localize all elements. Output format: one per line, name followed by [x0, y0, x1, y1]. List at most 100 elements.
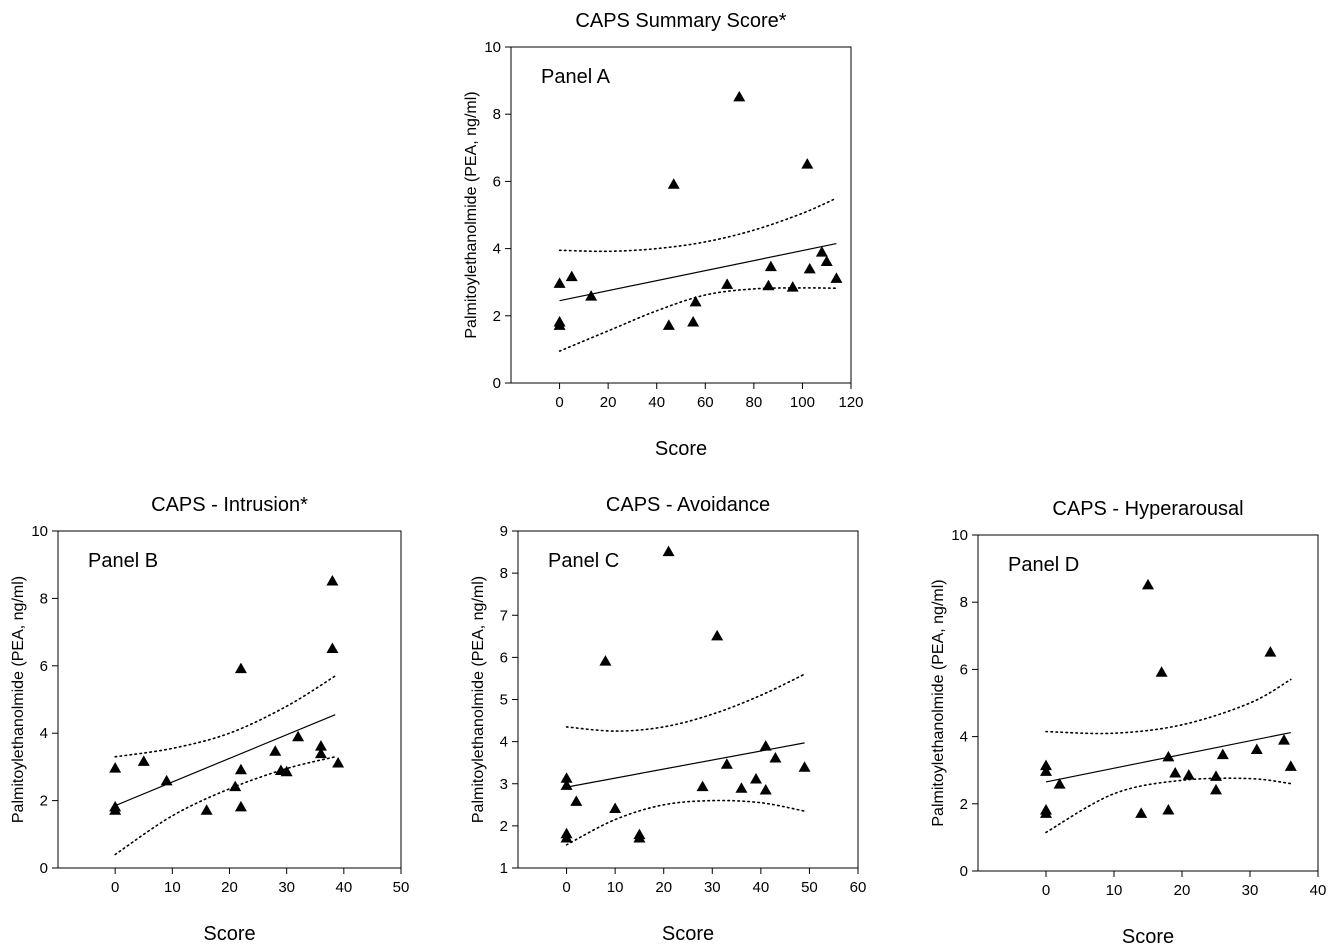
- data-point-triangle: [721, 278, 734, 289]
- x-tick-label: 100: [790, 394, 815, 411]
- y-tick-label: 8: [40, 590, 48, 607]
- lower-confidence-band: [1045, 777, 1292, 834]
- panel-label: Panel C: [548, 550, 619, 572]
- upper-confidence-band: [114, 675, 337, 758]
- data-point-triangle: [1162, 804, 1175, 815]
- data-point-triangle: [292, 730, 305, 742]
- data-point-triangle: [769, 751, 782, 763]
- y-tick-label: 10: [31, 523, 48, 540]
- y-tick-label: 4: [960, 729, 968, 746]
- x-tick-label: 20: [655, 879, 672, 896]
- data-point-triangle: [662, 545, 675, 557]
- x-axis-title: Score: [662, 923, 714, 945]
- plot-frame: [510, 46, 852, 384]
- y-tick-label: 2: [493, 308, 501, 325]
- x-tick-label: 0: [562, 879, 570, 896]
- data-point-triangle: [720, 758, 733, 769]
- data-point-triangle: [269, 745, 282, 756]
- y-axis-title: Palmitoylethanolmide (PEA, ng/ml): [930, 579, 947, 826]
- data-point-triangle: [750, 773, 762, 784]
- y-tick-label: 0: [493, 375, 501, 392]
- data-point-triangle: [759, 783, 772, 795]
- panel-label: Panel D: [1008, 554, 1079, 576]
- panel-label: Panel B: [88, 550, 158, 572]
- data-point-triangle: [1040, 759, 1052, 771]
- y-tick-label: 10: [951, 527, 968, 544]
- x-tick-label: 20: [1174, 882, 1191, 899]
- y-tick-label: 6: [500, 649, 508, 666]
- chart-title: CAPS Summary Score*: [575, 10, 786, 32]
- y-tick-label: 8: [500, 565, 508, 582]
- data-point-triangle: [801, 158, 814, 169]
- y-axis-title: Palmitoylethanolmide (PEA, ng/ml): [10, 576, 27, 823]
- y-tick-label: 4: [500, 734, 508, 751]
- upper-confidence-band: [1045, 678, 1292, 735]
- y-tick-label: 8: [960, 594, 968, 611]
- regression-line: [559, 242, 837, 302]
- data-point-triangle: [234, 800, 247, 812]
- panel-b-chart: CAPS - Intrusion* Panel B 0 10 20 30 40 50 0 2 4 6 8…: [10, 494, 409, 945]
- y-tick-label: 7: [500, 607, 508, 624]
- data-point-triangle: [200, 804, 213, 815]
- data-point-triangle: [280, 765, 293, 777]
- y-tick-label: 10: [484, 39, 501, 56]
- x-tick-label: 40: [335, 879, 352, 896]
- x-tick-label: 40: [1310, 882, 1327, 899]
- data-point-triangle: [687, 316, 700, 327]
- x-tick-label: 0: [1042, 882, 1050, 899]
- y-tick-label: 9: [500, 523, 508, 540]
- x-tick-label: 10: [607, 879, 624, 896]
- chart-title: CAPS - Intrusion*: [151, 494, 308, 516]
- x-tick-label: 60: [850, 879, 867, 896]
- y-tick-label: 6: [493, 173, 501, 190]
- x-tick-label: 30: [1242, 882, 1259, 899]
- data-point-triangle: [332, 757, 345, 768]
- panel-label: Panel A: [541, 66, 611, 88]
- data-point-triangle: [314, 740, 327, 751]
- panel-a-chart: CAPS Summary Score*Panel A0 20 40 60 80 100 12…: [463, 10, 864, 460]
- data-point-triangle: [109, 762, 122, 773]
- x-tick-label: 20: [221, 879, 238, 896]
- y-tick-label: 6: [40, 658, 48, 675]
- y-tick-label: 5: [500, 692, 508, 709]
- x-tick-label: 80: [746, 394, 763, 411]
- y-tick-label: 4: [40, 725, 48, 742]
- data-point-triangle: [689, 295, 702, 307]
- data-point-triangle: [585, 290, 598, 301]
- y-tick-label: 2: [960, 796, 968, 813]
- data-point-triangle: [1284, 760, 1297, 771]
- upper-confidence-band: [565, 673, 806, 732]
- data-point-triangle: [815, 246, 828, 257]
- x-tick-label: 10: [1106, 882, 1123, 899]
- data-point-triangle: [160, 774, 173, 786]
- y-tick-label: 8: [493, 106, 501, 123]
- plot-frame: [977, 534, 1319, 872]
- y-tick-label: 2: [40, 793, 48, 810]
- panel-d-chart: CAPS - Hyperarousal Panel D 0 10 20 30 40 0 2 4 6 8…: [930, 498, 1326, 946]
- data-point-triangle: [1210, 770, 1222, 781]
- panel-c-chart: CAPS - Avoidance Panel C 0 10 20 30 40 50 60 1 2 3 4…: [470, 494, 866, 945]
- lower-confidence-band: [114, 756, 337, 856]
- data-point-triangle: [662, 319, 675, 330]
- x-axis-title: Score: [655, 438, 707, 460]
- data-point-triangle: [1169, 767, 1182, 778]
- data-point-triangle: [1162, 750, 1175, 762]
- x-axis-title: Score: [203, 923, 255, 945]
- data-point-triangle: [570, 795, 583, 806]
- data-point-triangle: [786, 281, 799, 292]
- data-point-triangle: [803, 262, 816, 274]
- data-point-triangle: [1155, 666, 1168, 677]
- data-point-triangle: [599, 655, 612, 666]
- data-point-triangle: [1040, 765, 1052, 776]
- data-point-triangle: [1264, 646, 1277, 657]
- data-point-triangle: [314, 747, 327, 759]
- y-tick-label: 6: [960, 661, 968, 678]
- y-tick-label: 0: [960, 863, 968, 880]
- y-axis-title: Palmitoylethanolmide (PEA, ng/ml): [470, 576, 487, 823]
- y-tick-label: 1: [500, 860, 508, 877]
- plot-frame: [57, 530, 402, 869]
- x-tick-label: 30: [704, 879, 721, 896]
- data-point-triangle: [764, 260, 777, 272]
- lower-confidence-band: [565, 799, 806, 846]
